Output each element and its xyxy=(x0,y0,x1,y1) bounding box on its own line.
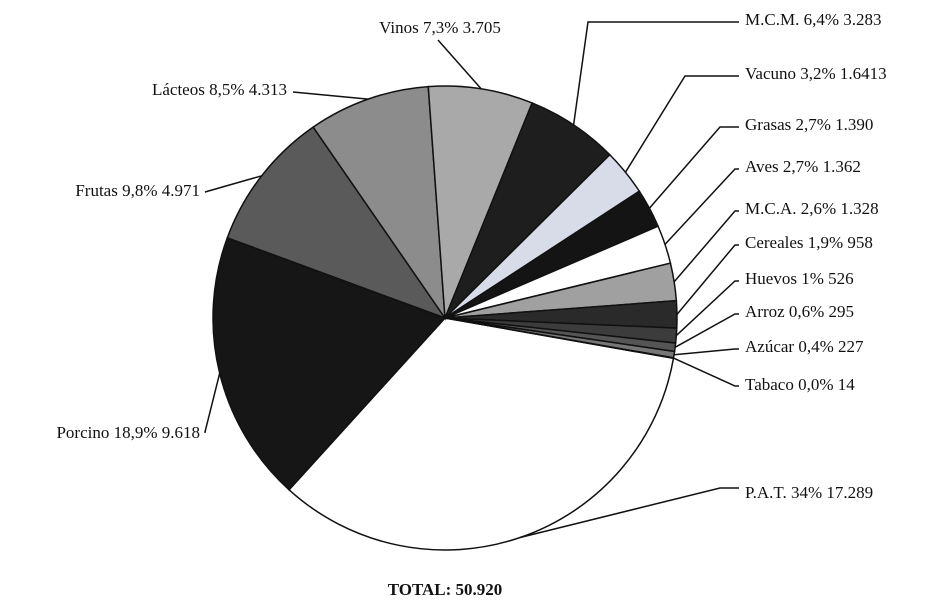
leader-line xyxy=(674,313,739,348)
slice-label: Tabaco 0,0% 14 xyxy=(745,375,855,394)
slice-labels: P.A.T. 34% 17.289 Porcino 18,9% 9.618 Frut… xyxy=(56,10,886,502)
slice-label: Arroz 0,6% 295 xyxy=(745,302,854,321)
leader-line xyxy=(204,175,262,193)
pie-slices xyxy=(212,85,678,551)
leader-line xyxy=(204,373,221,433)
slice-label: Porcino 18,9% 9.618 xyxy=(56,423,200,442)
slice-label: Grasas 2,7% 1.390 xyxy=(745,115,873,134)
leader-line xyxy=(673,210,739,283)
leader-line xyxy=(572,21,739,126)
leader-line xyxy=(674,348,739,356)
leader-line xyxy=(676,244,739,315)
slice-label: Cereales 1,9% 958 xyxy=(745,233,873,252)
leader-line xyxy=(624,75,739,173)
slice-label: Lácteos 8,5% 4.313 xyxy=(152,80,287,99)
slice-label: Azúcar 0,4% 227 xyxy=(745,337,864,356)
slice-label: M.C.M. 6,4% 3.283 xyxy=(745,10,881,29)
pie-slice-p-a-t xyxy=(288,317,675,551)
pie-slice-lácteos xyxy=(312,85,446,321)
slice-label: Frutas 9,8% 4.971 xyxy=(75,181,200,200)
leader-line xyxy=(648,126,739,209)
slice-label: Vinos 7,3% 3.705 xyxy=(379,18,501,37)
label-leader-lines xyxy=(204,21,739,539)
slice-label: Huevos 1% 526 xyxy=(745,269,854,288)
leader-line xyxy=(675,280,739,337)
leader-line xyxy=(673,357,739,387)
slice-label: M.C.A. 2,6% 1.328 xyxy=(745,199,879,218)
slice-label: Vacuno 3,2% 1.6413 xyxy=(745,64,887,83)
slice-label: Aves 2,7% 1.362 xyxy=(745,157,861,176)
leader-line xyxy=(437,39,482,90)
leader-line xyxy=(519,487,739,539)
leader-line xyxy=(292,91,369,100)
slice-label: P.A.T. 34% 17.289 xyxy=(745,483,873,502)
leader-line xyxy=(664,168,739,245)
pie-slice-vinos xyxy=(427,85,534,319)
total-label: TOTAL: 50.920 xyxy=(388,580,503,599)
